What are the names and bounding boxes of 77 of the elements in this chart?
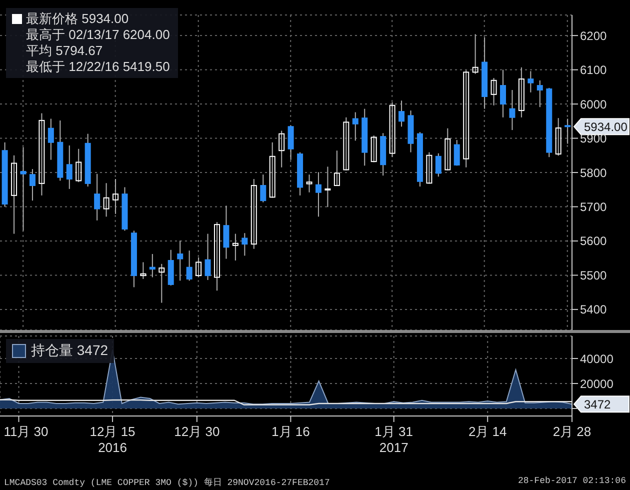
candlestick xyxy=(463,70,470,168)
candlestick xyxy=(536,80,543,108)
candlestick xyxy=(444,128,451,171)
text: 3472 xyxy=(584,398,612,412)
candlestick xyxy=(528,70,534,93)
candlestick xyxy=(177,240,184,282)
candlestick xyxy=(500,69,506,118)
y-tick-label: 40000 xyxy=(580,352,614,366)
candlestick xyxy=(288,125,294,160)
candlestick xyxy=(490,78,497,106)
candlestick xyxy=(435,152,442,178)
x-tick-label: 1月 31 2017 xyxy=(374,424,413,455)
candlestick xyxy=(389,102,396,158)
candlestick xyxy=(94,173,100,221)
y-tick-label: 5600 xyxy=(580,234,608,248)
candlestick xyxy=(352,112,358,142)
candlestick xyxy=(158,263,165,304)
y-tick-label: 20000 xyxy=(580,376,614,391)
x-tick-label: 12月 30 xyxy=(174,424,220,439)
text: 28-Feb-2017 02:13:06 xyxy=(518,476,626,488)
candlestick xyxy=(278,130,285,168)
candlestick xyxy=(223,205,230,260)
candlestick xyxy=(509,89,516,131)
candlestick xyxy=(324,166,331,208)
candlestick xyxy=(20,146,26,232)
candlestick xyxy=(269,142,276,198)
x-tick-label: 12月 15 2016 xyxy=(90,424,136,455)
candlestick xyxy=(398,100,405,128)
y-tick-label: 6000 xyxy=(580,97,608,112)
candlestick xyxy=(232,233,238,261)
candlestick xyxy=(196,256,202,278)
candlestick xyxy=(76,148,82,183)
candlestick xyxy=(242,232,248,256)
y-tick-label: 5800 xyxy=(580,166,608,180)
candlestick xyxy=(518,66,524,118)
candlestick xyxy=(186,250,192,282)
annotation: 最新价格 5934.00 xyxy=(26,11,129,27)
candlestick xyxy=(103,182,110,218)
legend-label: 持仓量 3472 xyxy=(30,342,108,360)
x-tick-label: 2月 28 xyxy=(552,424,592,439)
candlestick xyxy=(426,152,432,184)
candlestick xyxy=(11,154,18,234)
candlestick xyxy=(555,118,562,156)
annotation: 最高于 02/13/17 6204.00 xyxy=(26,27,170,43)
candlestick xyxy=(334,150,340,186)
candlestick xyxy=(140,262,146,280)
candlestick xyxy=(112,178,119,214)
text: LMCADS03 Comdty (LME COPPER 3MO ($)) 每日 29NOV2016-27FEB2017 xyxy=(4,476,330,489)
y-tick-label: 5700 xyxy=(580,200,608,214)
y-tick-label: 5400 xyxy=(580,302,608,317)
candlestick xyxy=(214,222,220,292)
candlestick xyxy=(315,172,322,218)
candlestick xyxy=(472,34,478,74)
candlestick xyxy=(370,135,377,163)
y-tick-label: 6200 xyxy=(580,28,608,43)
candlestick xyxy=(168,249,174,286)
x-tick-label: 2月 14 xyxy=(468,424,507,439)
candlestick xyxy=(343,116,350,171)
candlestick xyxy=(29,168,36,202)
candlestick xyxy=(38,112,45,196)
candlestick xyxy=(260,174,266,203)
candlestick xyxy=(250,178,257,250)
candlestick xyxy=(66,144,72,190)
annotation: 最低于 12/22/16 5419.50 xyxy=(26,59,170,75)
y-tick-label: 5500 xyxy=(580,268,608,282)
x-tick-label: 11月 30 xyxy=(4,424,48,439)
candlestick xyxy=(306,174,312,193)
candlestick xyxy=(48,118,54,160)
annotation: 平均 5794.67 xyxy=(26,43,103,59)
text: 5934.00 xyxy=(584,120,628,134)
y-tick-label: 5900 xyxy=(580,132,608,146)
candlestick xyxy=(564,118,571,144)
candlestick xyxy=(149,253,156,278)
y-tick-label: 6100 xyxy=(580,63,608,78)
x-tick-label: 1月 16 xyxy=(272,424,310,439)
candlestick xyxy=(204,233,211,281)
candlestick xyxy=(454,139,460,166)
